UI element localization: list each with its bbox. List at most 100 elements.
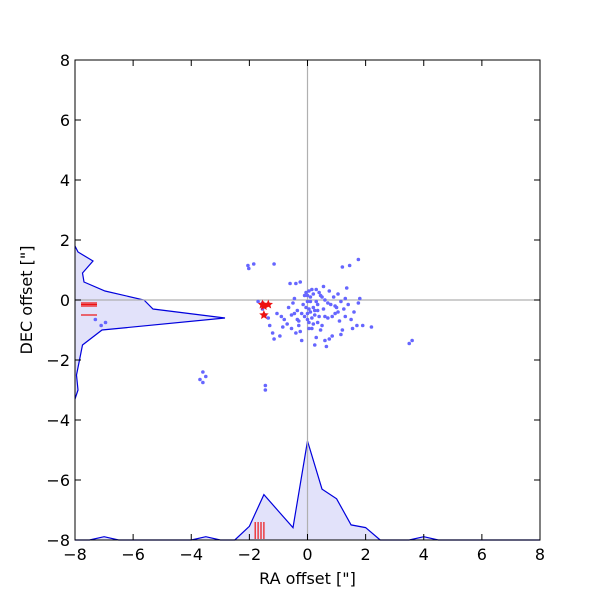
data-point-43 (314, 335, 319, 340)
y-axis-label: DEC offset ["] (17, 246, 36, 355)
data-point-89 (308, 310, 313, 314)
data-point-86 (305, 299, 310, 304)
data-point-37 (307, 289, 311, 293)
data-point-48 (320, 323, 324, 328)
data-point-30 (298, 329, 303, 334)
y-tick-label-8: 8 (60, 51, 70, 70)
data-point-113 (103, 320, 108, 325)
data-point-104 (295, 317, 300, 322)
y-tick-label-7: 6 (60, 111, 70, 130)
data-point-92 (317, 290, 321, 295)
data-points (93, 257, 414, 392)
star-marker-1 (259, 310, 269, 319)
data-point-38 (308, 299, 313, 304)
y-tick-label-1: −6 (46, 471, 70, 490)
data-point-18 (267, 323, 272, 328)
data-point-77 (299, 311, 304, 316)
data-point-60 (336, 292, 340, 296)
star-markers (257, 299, 273, 319)
y-tick-label-5: 2 (60, 231, 70, 250)
data-point-36 (307, 320, 311, 325)
data-point-65 (343, 296, 348, 301)
data-point-61 (337, 319, 342, 323)
data-point-68 (350, 326, 355, 331)
data-point-3 (272, 262, 276, 266)
data-point-83 (294, 331, 298, 335)
star-marker-3 (263, 299, 273, 309)
data-point-4 (288, 281, 292, 286)
data-point-101 (279, 314, 284, 319)
data-point-33 (304, 305, 308, 310)
x-tick-label-7: 6 (477, 545, 487, 564)
data-point-39 (310, 316, 314, 320)
data-point-8 (347, 263, 352, 268)
data-point-32 (302, 314, 307, 319)
data-point-63 (340, 328, 345, 332)
data-point-105 (289, 326, 294, 331)
data-point-35 (305, 311, 310, 316)
data-point-74 (308, 295, 313, 299)
data-point-84 (323, 338, 327, 343)
data-point-31 (299, 338, 304, 343)
data-point-106 (327, 337, 332, 341)
data-point-5 (294, 281, 298, 286)
x-tick-label-3: −2 (238, 545, 262, 564)
data-point-82 (318, 328, 323, 332)
data-point-103 (275, 311, 279, 316)
data-point-78 (312, 313, 317, 317)
data-point-71 (360, 323, 365, 328)
data-point-11 (358, 296, 362, 301)
axis-ticks: −8 −6 −4 −2 0 2 4 6 8 −8 −6 −4 −2 0 2 4 6 8 (46, 51, 545, 564)
data-point-19 (270, 331, 275, 335)
data-point-34 (305, 293, 310, 298)
data-point-119 (263, 388, 268, 392)
data-point-121 (410, 338, 414, 343)
data-point-110 (292, 311, 297, 316)
data-point-111 (93, 317, 98, 322)
data-point-100 (343, 314, 348, 319)
data-point-112 (99, 323, 103, 328)
data-point-93 (320, 295, 324, 299)
data-point-40 (310, 326, 314, 331)
data-point-90 (310, 287, 314, 292)
data-point-79 (305, 317, 310, 322)
data-point-46 (317, 314, 321, 319)
data-point-45 (315, 302, 320, 307)
data-point-98 (336, 310, 340, 314)
data-point-108 (311, 322, 316, 326)
data-point-107 (307, 326, 311, 331)
y-tick-label-0: −8 (46, 531, 70, 550)
data-point-17 (266, 316, 271, 320)
data-point-57 (331, 295, 336, 299)
data-point-91 (302, 293, 307, 298)
data-point-75 (301, 302, 305, 307)
data-point-56 (330, 334, 335, 338)
data-point-109 (315, 308, 320, 313)
data-point-53 (326, 316, 330, 320)
data-point-115 (203, 374, 208, 379)
y-tick-label-6: 4 (60, 171, 70, 190)
data-point-28 (295, 308, 300, 313)
data-point-97 (333, 304, 337, 308)
data-point-54 (327, 289, 332, 293)
x-tick-label-8: 8 (535, 545, 545, 564)
y-histogram-line (74, 245, 226, 400)
star-marker-2 (259, 301, 269, 310)
data-point-73 (304, 290, 308, 295)
data-point-116 (198, 377, 202, 382)
data-point-88 (314, 299, 319, 304)
data-point-58 (333, 311, 337, 316)
data-point-87 (307, 307, 311, 311)
data-point-99 (339, 332, 343, 337)
data-point-55 (328, 302, 333, 307)
star-marker-0 (257, 299, 268, 309)
data-point-52 (324, 344, 329, 349)
data-point-117 (201, 380, 205, 385)
data-point-42 (312, 308, 317, 313)
data-point-85 (312, 343, 317, 347)
data-point-12 (356, 301, 361, 305)
x-tick-label-0: −8 (63, 545, 87, 564)
data-point-22 (280, 325, 285, 329)
